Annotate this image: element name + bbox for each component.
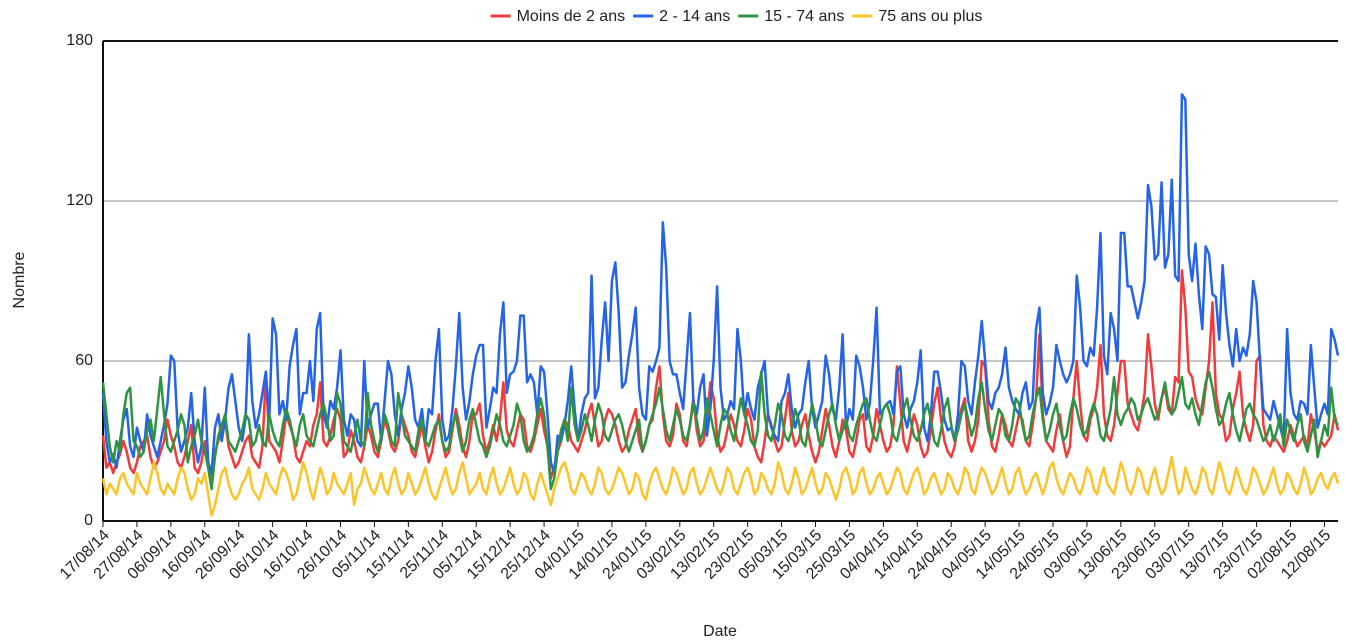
series-line [101, 455, 1340, 517]
series-line [101, 269, 1340, 480]
series-line [101, 370, 1340, 491]
legend-label: Moins de 2 ans [517, 8, 626, 25]
legend-label: 15 - 74 ans [764, 8, 844, 25]
y-axis-title: Nombre [11, 251, 28, 308]
y-tick-label: 120 [66, 192, 93, 209]
legend-label: 2 - 14 ans [659, 8, 730, 25]
x-axis-title: Date [703, 623, 737, 640]
y-tick-label: 0 [84, 512, 93, 529]
y-tick-label: 180 [66, 32, 93, 49]
y-tick-label: 60 [75, 352, 93, 369]
series-line [101, 93, 1340, 475]
legend: Moins de 2 ans 2 - 14 ans 15 - 74 ans 75 an… [490, 8, 982, 25]
legend-label: 75 ans ou plus [878, 8, 982, 25]
